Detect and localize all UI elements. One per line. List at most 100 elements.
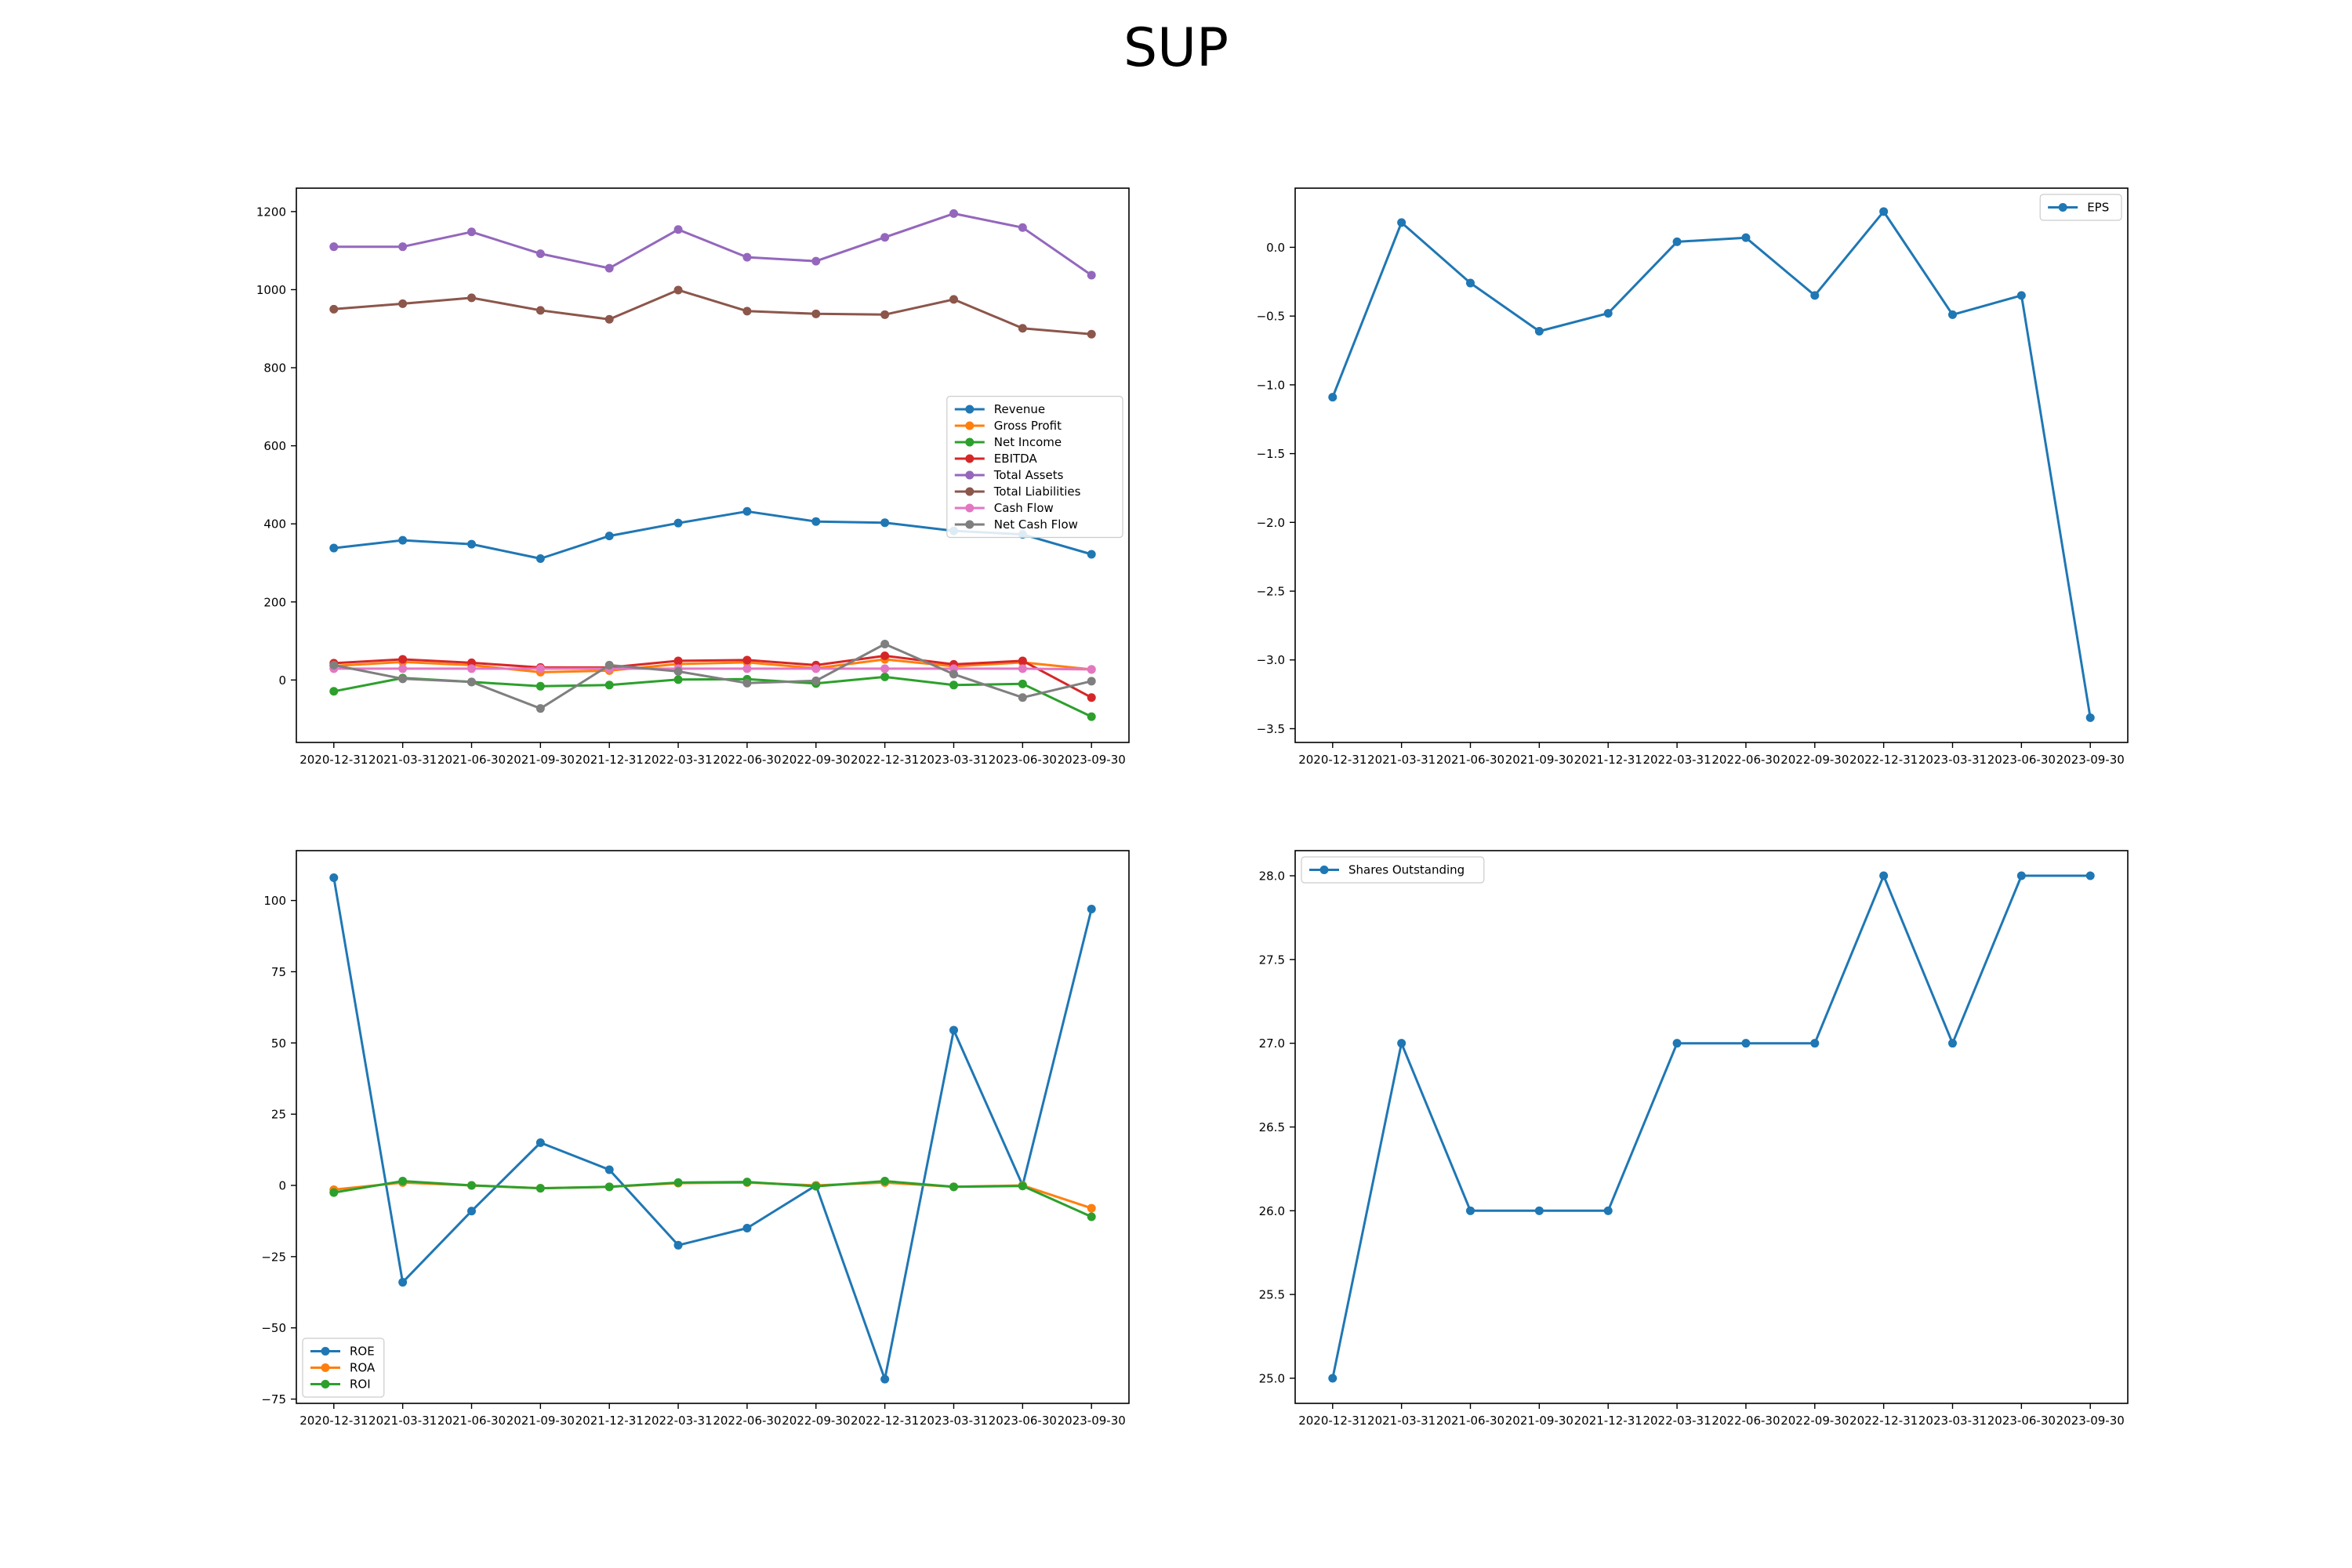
data-point-total-liabilities [604,314,614,324]
plot-frame [296,850,1130,1404]
data-point-ebitda [742,655,752,665]
legend-label: ROA [350,1361,376,1375]
x-tick-label: 2020-12-31 [1298,753,1367,767]
legend-marker [965,520,975,529]
x-tick-label: 2023-09-30 [1058,1414,1126,1428]
data-point-cash-flow [742,664,752,673]
data-point-cash-flow [880,664,890,673]
data-point-net-cash-flow [811,676,821,685]
y-tick-label: 26.0 [1259,1204,1285,1218]
data-point-eps [1672,237,1682,246]
series-line-gross-profit [333,658,1092,673]
plot-frame [1294,187,2129,743]
x-tick-label: 2023-06-30 [1987,1414,2056,1428]
data-point-total-liabilities [673,285,683,295]
data-point-eps [1947,310,1957,319]
legend: Shares Outstanding [1301,856,1485,884]
y-tick-label: −3.0 [1257,653,1285,667]
data-point-revenue [1087,550,1096,559]
data-point-shares-outstanding [1741,1039,1751,1048]
x-tick-label: 2021-06-30 [437,1414,506,1428]
series-line-roe [332,877,1093,1381]
data-point-roe [949,1025,958,1035]
series-line-eps [1331,210,2092,718]
data-point-total-assets [1018,223,1027,232]
legend-label: Revenue [994,402,1045,416]
plot-frame [1294,850,2129,1404]
legend: Revenue Gross Profit Net Income EBITDA Total… [946,395,1123,539]
x-tick-label: 2022-03-31 [644,1414,712,1428]
data-point-shares-outstanding [1397,1039,1406,1048]
data-point-net-income [673,675,683,684]
data-point-total-liabilities [329,304,339,314]
x-tick-label: 2021-06-30 [1436,753,1504,767]
legend-marker [321,1363,330,1372]
x-tick-label: 2021-09-30 [1505,1414,1573,1428]
data-point-net-cash-flow [535,704,545,713]
y-tick-label: 27.0 [1259,1036,1285,1051]
y-tick-label: 25.5 [1259,1288,1285,1302]
data-point-shares-outstanding [1810,1039,1820,1048]
data-point-roi [535,1184,545,1193]
x-tick-label: 2021-12-31 [575,1414,644,1428]
legend-label: EBITDA [994,452,1038,466]
legend-box [1301,856,1485,884]
data-point-roi [949,1182,958,1192]
legend-marker [321,1380,330,1388]
x-tick-label: 2020-12-31 [299,753,368,767]
x-tick-label: 2021-09-30 [506,753,575,767]
data-point-eps [1879,207,1889,216]
data-point-shares-outstanding [1534,1206,1544,1215]
x-tick-label: 2020-12-31 [1298,1414,1367,1428]
data-point-roe [880,1374,890,1384]
data-point-net-cash-flow [329,660,339,670]
x-tick-label: 2021-09-30 [1505,753,1573,767]
data-point-roe [742,1224,752,1233]
data-point-cash-flow [535,664,545,673]
legend-marker [965,421,975,430]
data-point-net-cash-flow [949,670,958,679]
series-line-ebitda [333,655,1092,699]
x-tick-label: 2022-06-30 [713,1414,781,1428]
data-point-total-assets [467,227,477,237]
legend-marker [2058,203,2067,212]
y-tick-label: −25 [261,1250,286,1264]
x-tick-label: 2022-03-31 [1642,1414,1711,1428]
data-point-total-assets [811,256,821,266]
data-point-eps [1328,393,1338,402]
data-point-eps [1397,218,1406,227]
x-tick-label: 2021-06-30 [437,753,506,767]
y-tick-label: −3.5 [1257,722,1285,736]
data-point-roi [604,1182,614,1192]
y-tick-label: 0.0 [1266,241,1285,255]
y-tick-label: 0 [278,673,286,688]
data-point-roi [467,1181,477,1190]
data-point-cash-flow [1018,664,1027,673]
data-point-cash-flow [1087,665,1096,674]
y-tick-label: 75 [271,965,286,979]
data-point-total-assets [880,233,890,242]
x-tick-label: 2022-12-31 [851,753,919,767]
data-point-total-assets [329,242,339,252]
y-tick-label: −75 [261,1392,286,1406]
y-tick-label: −50 [261,1321,286,1335]
legend-marker [965,470,975,480]
data-point-revenue [535,554,545,563]
data-point-roi [329,1188,339,1197]
data-point-net-income [880,672,890,681]
data-point-ebitda [673,656,683,666]
series-line-cash-flow [333,667,1092,671]
x-tick-label: 2022-09-30 [782,1414,850,1428]
series-line-total-liabilities [333,289,1092,336]
legend-label: Total Assets [993,468,1064,482]
data-point-roe [604,1165,614,1174]
data-point-total-liabilities [1018,324,1027,333]
data-point-shares-outstanding [1947,1039,1957,1048]
x-tick-label: 2021-03-31 [1367,753,1436,767]
legend-label: Net Cash Flow [994,517,1078,532]
y-tick-label: 1200 [256,205,286,219]
data-point-eps [2085,713,2095,722]
data-point-eps [1534,326,1544,336]
data-point-net-income [604,681,614,690]
data-point-total-liabilities [535,306,545,315]
